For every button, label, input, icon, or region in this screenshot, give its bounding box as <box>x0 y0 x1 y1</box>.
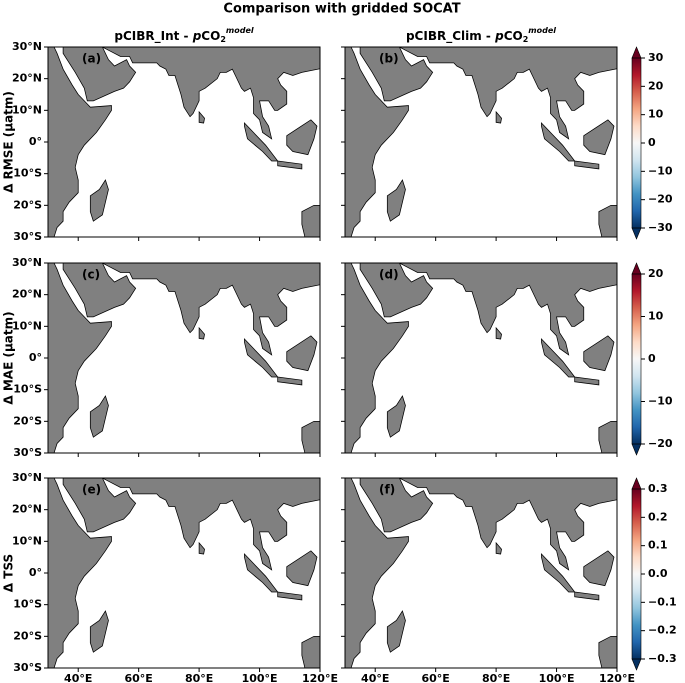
colorbar-tick-label: −30 <box>648 221 673 234</box>
colorbar-tick-label: 0.0 <box>648 567 668 580</box>
colorbar-tick-label: 0 <box>648 352 656 365</box>
y-axis-label: Δ MAE (μatm) <box>2 311 16 404</box>
x-tick-label: 100°E <box>242 672 278 683</box>
colorbar-tick-label: −20 <box>648 437 673 450</box>
panel-label: (c) <box>82 268 100 282</box>
colorbar-tick-label: −0.1 <box>648 595 677 608</box>
x-tick-label: 120°E <box>599 672 635 683</box>
colorbar-tick-label: 0.1 <box>648 539 668 552</box>
title-part: pCIBR_Int - <box>114 29 192 44</box>
title-part: 2 <box>523 35 529 44</box>
y-axis-label: Δ RMSE (μatm) <box>2 91 16 193</box>
title-part: CO <box>504 29 523 43</box>
colorbar-extend-max <box>631 477 642 490</box>
title-part: model <box>528 26 556 35</box>
colorbar <box>632 274 641 444</box>
colorbar-extend-min <box>631 658 642 671</box>
colorbar-tick-label: 0 <box>648 136 656 149</box>
y-tick-label: 0° <box>29 351 42 364</box>
colorbar-tick-label: 0.3 <box>648 482 668 495</box>
y-tick-label: 0° <box>29 135 42 148</box>
title-part: CO <box>201 29 220 43</box>
colorbar-extend-max <box>631 46 642 59</box>
y-tick-label: 20°N <box>12 503 42 516</box>
y-tick-label: 0° <box>29 566 42 579</box>
colorbar <box>632 58 641 228</box>
x-tick-label: 80°E <box>185 672 213 683</box>
colorbar-extend-min <box>631 443 642 456</box>
title-part: model <box>226 26 254 35</box>
colorbar-tick-label: 10 <box>648 108 664 121</box>
x-tick-label: 60°E <box>422 672 450 683</box>
y-tick-label: 20°S <box>13 198 42 211</box>
y-tick-label: 10°S <box>13 383 42 396</box>
y-tick-label: 10°N <box>12 319 42 332</box>
title-part: 2 <box>220 35 226 44</box>
colorbar-tick-label: −20 <box>648 193 673 206</box>
panel-label: (e) <box>82 483 101 497</box>
x-tick-label: 100°E <box>539 672 575 683</box>
x-tick-label: 60°E <box>125 672 153 683</box>
colorbar <box>632 489 641 659</box>
y-tick-label: 30°N <box>12 471 42 484</box>
title-part: p <box>494 29 504 43</box>
colorbar-tick-label: 10 <box>648 310 664 323</box>
panel-label: (f) <box>379 483 395 497</box>
colorbar-tick-label: 30 <box>648 51 664 64</box>
title-part: pCIBR_Clim - <box>406 29 495 44</box>
x-tick-label: 40°E <box>361 672 389 683</box>
y-tick-label: 30°N <box>12 40 42 53</box>
y-tick-label: 10°N <box>12 534 42 547</box>
colorbar-tick-label: 20 <box>648 267 664 280</box>
x-tick-label: 80°E <box>482 672 510 683</box>
colorbar-tick-label: 0.2 <box>648 510 668 523</box>
column-title: pCIBR_Int - pCO2model <box>114 26 254 44</box>
y-tick-label: 30°N <box>12 256 42 269</box>
y-tick-label: 30°S <box>13 446 42 459</box>
y-tick-label: 10°S <box>13 598 42 611</box>
y-axis-label: Δ TSS <box>2 554 16 592</box>
title-part: p <box>192 29 202 43</box>
colorbar-tick-label: −10 <box>648 395 673 408</box>
colorbar-tick-label: −0.3 <box>648 652 677 665</box>
y-tick-label: 30°S <box>13 230 42 243</box>
colorbar-tick-label: −10 <box>648 164 673 177</box>
x-tick-label: 40°E <box>64 672 92 683</box>
y-tick-label: 30°S <box>13 661 42 674</box>
panel-label: (d) <box>379 268 399 282</box>
column-title: pCIBR_Clim - pCO2model <box>406 26 556 44</box>
y-tick-label: 20°S <box>13 629 42 642</box>
y-tick-label: 10°N <box>12 103 42 116</box>
y-tick-label: 20°N <box>12 288 42 301</box>
colorbar-tick-label: 20 <box>648 79 664 92</box>
y-tick-label: 10°S <box>13 167 42 180</box>
colorbar-extend-max <box>631 262 642 275</box>
panel-label: (b) <box>379 52 399 66</box>
colorbar-tick-label: −0.2 <box>648 624 677 637</box>
figure-title: Comparison with gridded SOCAT <box>223 2 460 17</box>
y-tick-label: 20°N <box>12 72 42 85</box>
y-tick-label: 20°S <box>13 414 42 427</box>
colorbar-extend-min <box>631 227 642 240</box>
panel-label: (a) <box>82 52 101 66</box>
x-tick-label: 120°E <box>302 672 338 683</box>
